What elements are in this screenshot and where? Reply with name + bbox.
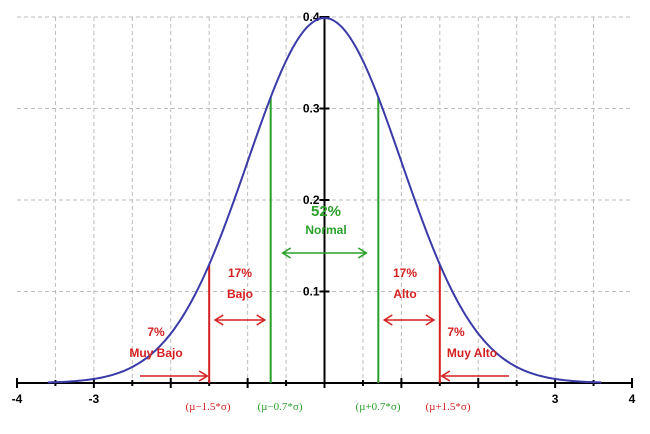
x-tick-label: -4	[12, 392, 23, 406]
arrow-muy-alto	[440, 370, 509, 382]
tick-labels: -4 -3 3 4 0.1 0.2 0.3 0.4	[12, 10, 636, 406]
region-arrows	[140, 247, 509, 382]
x-tick-label: 4	[629, 392, 636, 406]
arrow-head	[357, 247, 368, 259]
arrow-head	[382, 314, 393, 326]
arrow-alto	[382, 314, 436, 326]
y-tick-label: 0.1	[303, 285, 320, 299]
region-alto-label: Alto	[393, 287, 416, 301]
density-curve	[47, 16, 602, 384]
grid	[17, 16, 632, 383]
region-bajo-percent: 17%	[228, 266, 252, 280]
cutoff-lines	[208, 97, 441, 383]
arrow-head	[440, 370, 451, 382]
region-normal-percent: 52%	[311, 203, 341, 220]
region-muy-alto-percent: 7%	[447, 325, 465, 339]
arrow-head	[198, 370, 209, 382]
region-muy-alto-label: Muy Alto	[447, 346, 497, 360]
cutoff-label-plus-1-5: (µ+1.5*σ)	[425, 401, 470, 413]
arrow-head	[213, 314, 224, 326]
x-tick-label: -3	[89, 392, 100, 406]
region-alto-percent: 17%	[393, 266, 417, 280]
region-normal-label: Normal	[305, 223, 346, 237]
arrow-head	[281, 247, 292, 259]
y-tick-label: 0.4	[303, 10, 320, 24]
arrow-head	[425, 314, 436, 326]
arrow-muy-bajo	[140, 370, 209, 382]
arrow-bajo	[213, 314, 267, 326]
axes	[16, 16, 633, 388]
y-tick-label: 0.2	[303, 193, 320, 207]
arrow-head	[256, 314, 267, 326]
cutoff-label-minus-0-7: (µ−0.7*σ)	[257, 401, 302, 413]
region-muy-bajo-percent: 7%	[147, 325, 165, 339]
y-tick-label: 0.3	[303, 102, 320, 116]
x-tick-label: 3	[552, 392, 559, 406]
region-bajo-label: Bajo	[227, 287, 253, 301]
arrow-normal	[281, 247, 368, 259]
cutoff-label-plus-0-7: (µ+0.7*σ)	[355, 401, 400, 413]
region-muy-bajo-label: Muy Bajo	[129, 346, 182, 360]
cutoff-label-minus-1-5: (µ−1.5*σ)	[185, 401, 230, 413]
